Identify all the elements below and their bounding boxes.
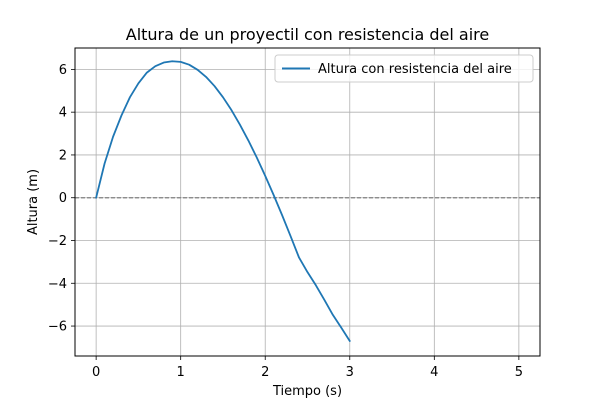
legend: Altura con resistencia del aire [274,54,534,83]
x-tick-label: 4 [430,365,438,380]
x-axis-label: Tiempo (s) [272,384,342,399]
grid-layer [75,48,540,356]
x-tick-label: 0 [92,365,100,380]
ticks-layer: 0 1 2 3 4 5 −6 −4 −2 0 2 4 6 [48,63,523,380]
y-tick-label: 2 [59,148,67,163]
x-tick-label: 1 [177,365,185,380]
x-tick-label: 2 [261,365,269,380]
y-axis-label: Altura (m) [26,169,41,235]
chart-title: Altura de un proyectil con resistencia d… [126,25,490,44]
y-tick-label: 4 [59,106,67,121]
y-tick-label: −2 [48,234,67,249]
y-tick-label: −6 [48,320,67,335]
series-layer [95,60,351,342]
x-tick-label: 3 [346,365,354,380]
y-tick-label: 6 [59,63,67,78]
legend-label: Altura con resistencia del aire [318,62,512,77]
legend-box [274,54,534,83]
y-tick-label: 0 [59,191,67,206]
series-line-0 [95,60,351,342]
y-tick-label: −4 [48,277,67,292]
x-tick-label: 5 [515,365,523,380]
plot-frame [74,47,541,357]
